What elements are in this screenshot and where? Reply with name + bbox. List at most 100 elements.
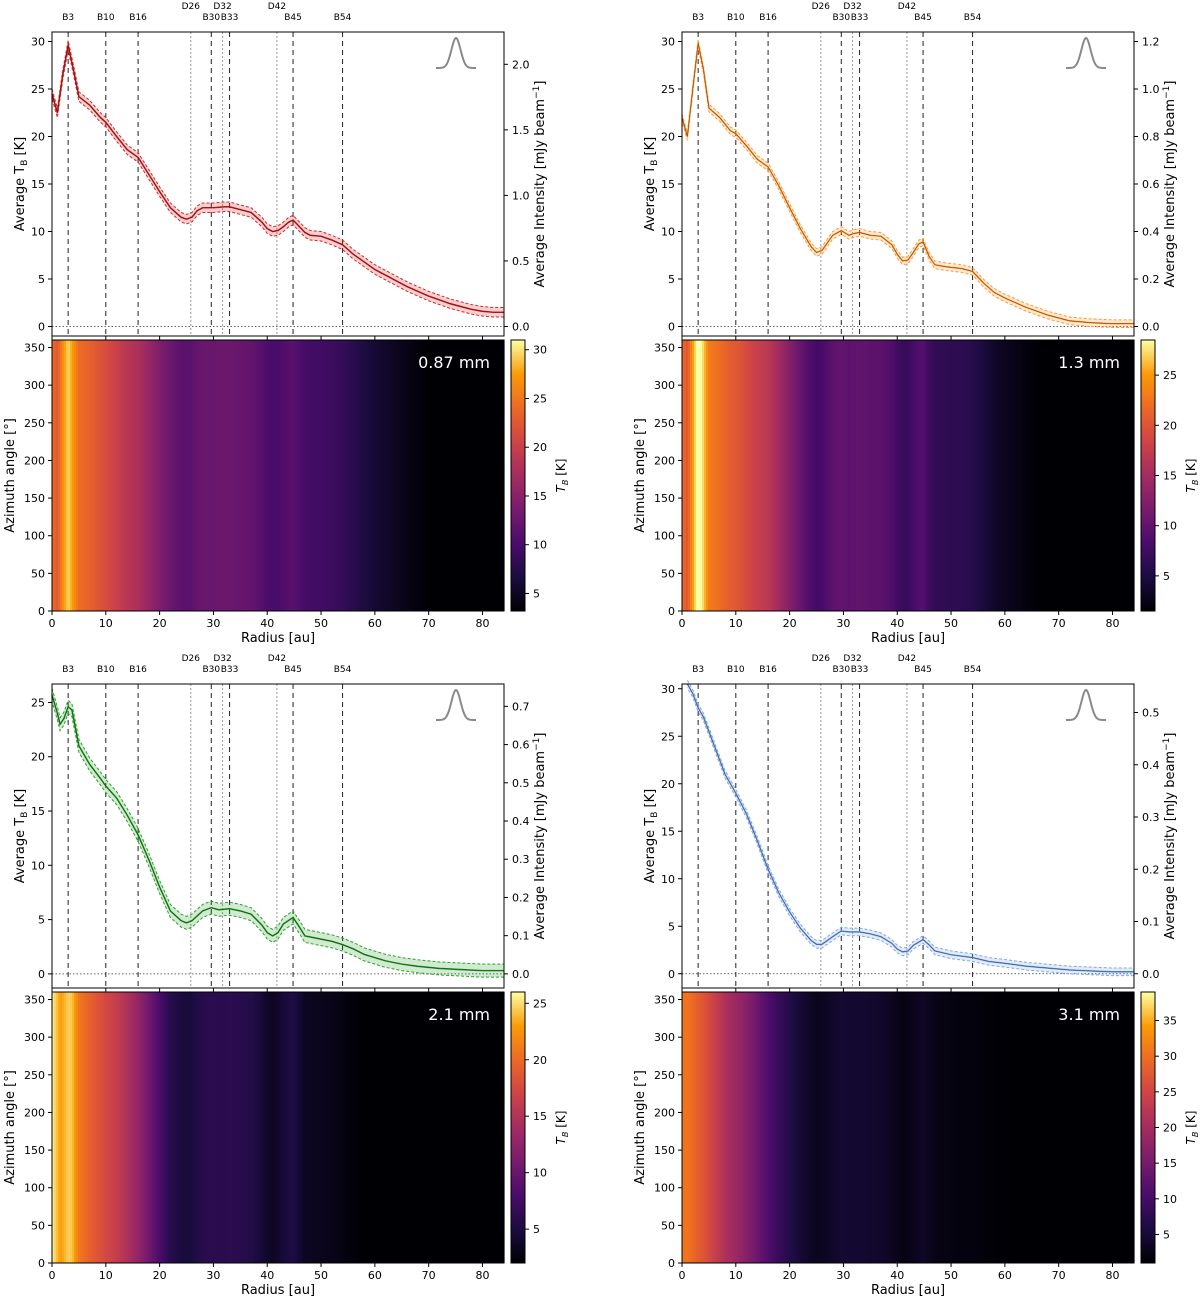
map-cell: [304, 992, 307, 1263]
map-cell: [304, 340, 307, 611]
map-cell: [860, 340, 863, 611]
feature-label-d32: D32: [843, 2, 861, 12]
map-cell: [386, 340, 389, 611]
map-cell: [134, 340, 137, 611]
intensity-ylabel: Average Intensity [mJy beam−1]: [532, 733, 548, 940]
map-cell: [178, 992, 181, 1263]
map-cell: [948, 340, 951, 611]
colorbar-label-sub: B: [561, 1132, 570, 1138]
map-xtick-label: 0: [49, 617, 56, 630]
map-cell: [478, 992, 481, 1263]
map-cell: [198, 992, 201, 1263]
map-cell: [862, 992, 865, 1263]
map-cell: [136, 340, 139, 611]
map-cell: [358, 340, 361, 611]
map-cell: [466, 992, 469, 1263]
map-cell: [1066, 992, 1069, 1263]
colorbar-label-main: T: [1184, 483, 1198, 492]
map-cell: [992, 992, 995, 1263]
map-cell: [1028, 340, 1031, 611]
intensity-ylabel-main: Average Intensity [mJy beam: [1163, 99, 1178, 288]
map-xtick-label: 40: [260, 617, 274, 630]
map-xtick-label: 60: [998, 1269, 1012, 1282]
feature-label-b30: B30: [202, 13, 220, 23]
map-cell: [144, 992, 147, 1263]
map-cell: [794, 992, 797, 1263]
map-cell: [684, 340, 687, 611]
map-cell: [96, 992, 99, 1263]
map-cell: [810, 340, 813, 611]
map-cell: [184, 992, 187, 1263]
map-cell: [384, 340, 387, 611]
map-cell: [338, 340, 341, 611]
profile-ylabel-unit: [K]: [643, 789, 658, 812]
map-cell: [752, 992, 755, 1263]
map-cell: [242, 992, 245, 1263]
colorbar-label-main: T: [554, 483, 568, 492]
map-cell: [762, 992, 765, 1263]
map-cell: [488, 992, 491, 1263]
map-cell: [1086, 340, 1089, 611]
profile-line: [686, 683, 1134, 973]
map-cell: [208, 340, 211, 611]
map-cell: [982, 340, 985, 611]
map-xtick-label: 20: [783, 617, 797, 630]
map-cell: [222, 340, 225, 611]
intensity-ylabel-close: ]: [533, 733, 548, 738]
map-cell: [214, 992, 217, 1263]
map-cell: [174, 992, 177, 1263]
map-cell: [688, 340, 691, 611]
feature-label-d26: D26: [182, 2, 201, 12]
map-cell: [414, 992, 417, 1263]
wavelength-label: 2.1 mm: [428, 1005, 490, 1024]
map-cell: [1110, 340, 1113, 611]
map-cell: [780, 992, 783, 1263]
map-cell: [192, 340, 195, 611]
map-cell: [324, 992, 327, 1263]
colorbar-label: TB [K]: [1184, 459, 1200, 493]
map-cell: [892, 992, 895, 1263]
map-cell: [400, 340, 403, 611]
map-cell: [1092, 340, 1095, 611]
map-cell: [482, 340, 485, 611]
map-cell: [1098, 340, 1101, 611]
map-cell: [900, 340, 903, 611]
map-cell: [322, 340, 325, 611]
map-cell: [1112, 340, 1115, 611]
colorbar-tick-label: 20: [533, 1054, 547, 1067]
map-cell: [1130, 340, 1133, 611]
map-cell: [806, 992, 809, 1263]
map-cell: [894, 992, 897, 1263]
map-cell: [814, 992, 817, 1263]
map-cell: [950, 340, 953, 611]
map-cell: [218, 340, 221, 611]
map-cell: [354, 340, 357, 611]
map-cell: [464, 992, 467, 1263]
map-cell: [316, 340, 319, 611]
map-cell: [334, 992, 337, 1263]
map-cell: [268, 992, 271, 1263]
map-cell: [846, 340, 849, 611]
map-cell: [934, 992, 937, 1263]
map-cell: [390, 992, 393, 1263]
map-cell: [442, 340, 445, 611]
map-cell: [370, 992, 373, 1263]
map-cell: [1032, 992, 1035, 1263]
map-cell: [708, 340, 711, 611]
map-cell: [156, 992, 159, 1263]
intensity-tick-label: 0.2: [1142, 273, 1160, 286]
map-cell: [1002, 340, 1005, 611]
map-cell: [430, 340, 433, 611]
map-cell: [738, 340, 741, 611]
map-cell: [484, 340, 487, 611]
map-cell: [366, 992, 369, 1263]
map-cell: [314, 992, 317, 1263]
map-cell: [158, 992, 161, 1263]
map-cell: [336, 340, 339, 611]
map-cell: [462, 340, 465, 611]
map-cell: [766, 340, 769, 611]
map-cell: [774, 340, 777, 611]
intensity-tick-label: 0.4: [512, 815, 530, 828]
map-cell: [1070, 340, 1073, 611]
